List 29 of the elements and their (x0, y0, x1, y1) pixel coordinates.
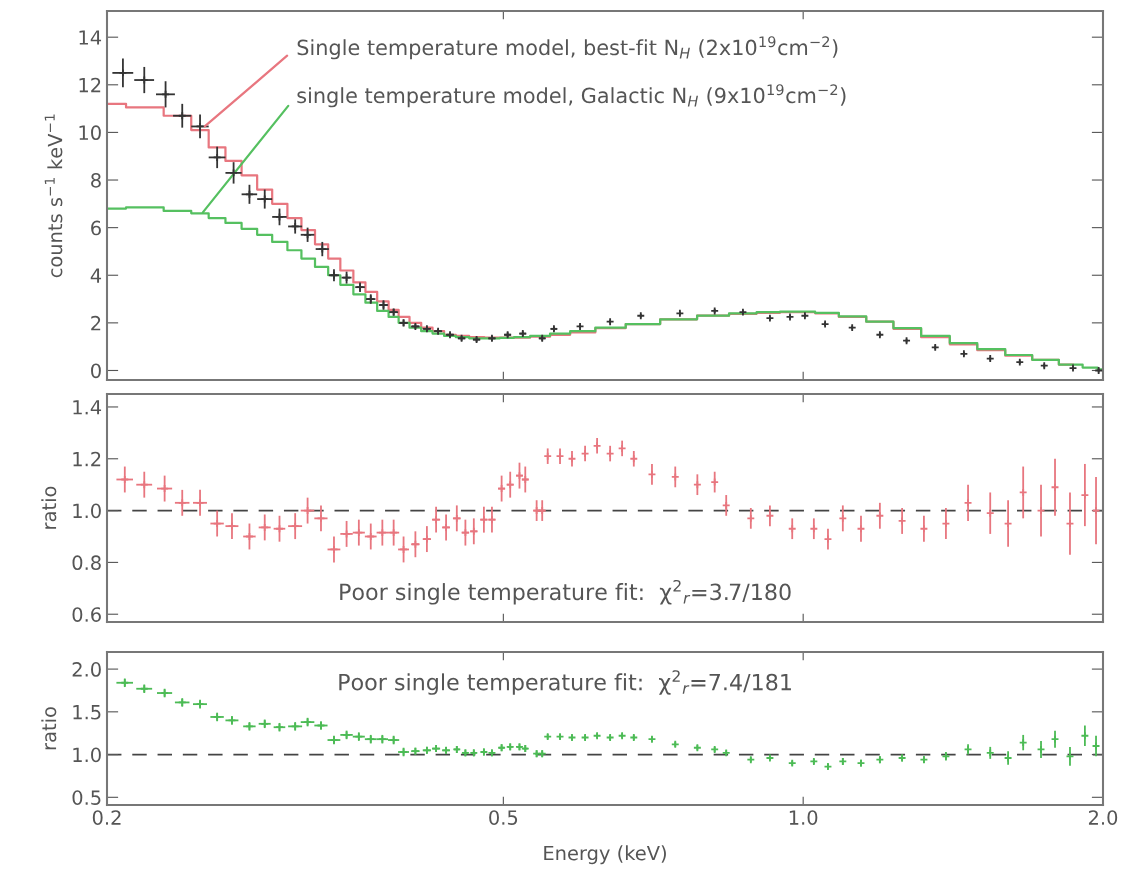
y-tick-label: 10 (79, 125, 101, 141)
x-tick-label: 2.0 (1088, 810, 1118, 825)
y-tick-label: 1.2 (73, 451, 101, 467)
x-axis-title: Energy (keV) (544, 845, 666, 865)
x-tick-label: 0.5 (489, 810, 518, 825)
y-tick-label: 12 (79, 77, 101, 93)
annotation: Poor single temperature fit: χ$^{2}$$_{r}$=7.4/181 (339, 670, 791, 695)
y-tick-label: 2.0 (72, 662, 101, 677)
y-axis-title: counts s$^{−1}$ keV$^{−1}$ (44, 114, 63, 278)
y-tick-label: 4 (90, 268, 102, 283)
y-tick-label: 1.5 (73, 705, 101, 720)
y-tick-label: 0.5 (72, 790, 101, 805)
y-tick-label: 8 (91, 172, 101, 188)
y-tick-label: 0 (91, 363, 101, 379)
x-tick-label: 1.0 (789, 810, 818, 825)
y-tick-label: 1.0 (73, 503, 101, 519)
annotation: single temperature model, Galactic N$_{H}$ (9x10$^{19}$cm$^{−2}$) (297, 84, 846, 108)
x-tick-label: 0.2 (92, 810, 121, 825)
y-tick-label: 14 (79, 30, 102, 45)
y-tick-label: 1.0 (73, 747, 101, 763)
y-tick-label: 0.6 (72, 607, 101, 622)
y-axis-title: ratio (41, 707, 57, 750)
y-tick-label: 0.8 (72, 555, 101, 571)
y-tick-label: 1.4 (73, 400, 102, 415)
y-axis-title: ratio (41, 486, 57, 529)
y-tick-label: 6 (91, 220, 101, 236)
annotation: Single temperature model, best-fit N$_{H}$ (2x10$^{19}$cm$^{−2}$) (297, 36, 838, 60)
y-tick-label: 2 (91, 315, 101, 331)
annotation: Poor single temperature fit: χ$^{2}$$_{r}$=3.7/180 (340, 579, 791, 605)
